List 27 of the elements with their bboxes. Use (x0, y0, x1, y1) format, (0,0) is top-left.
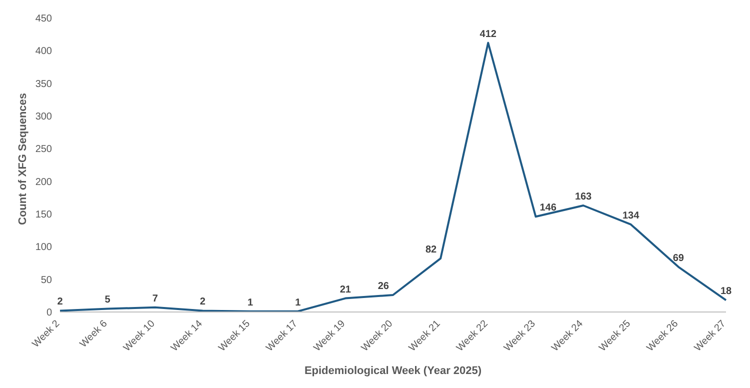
data-label: 2 (200, 296, 206, 308)
y-tick-label: 400 (35, 46, 52, 58)
data-label: 134 (622, 210, 640, 222)
data-label: 21 (340, 284, 352, 296)
data-label: 2 (57, 296, 64, 308)
data-label: 146 (540, 202, 557, 214)
y-tick-label: 50 (40, 274, 52, 286)
y-tick-label: 0 (46, 308, 52, 319)
data-label: 1 (248, 297, 254, 308)
y-tick-label: 200 (35, 176, 52, 188)
data-label: 5 (104, 294, 111, 306)
data-label: 18 (720, 286, 732, 298)
y-tick-label: 350 (35, 78, 52, 90)
y-tick-label: 100 (35, 242, 52, 254)
data-label: 82 (425, 244, 438, 256)
y-axis-title: Count of XFG Sequences (16, 92, 29, 225)
data-label: 163 (574, 192, 592, 203)
y-tick-label: 250 (35, 144, 52, 156)
data-label: 69 (672, 252, 684, 264)
y-tick-label: 150 (35, 210, 52, 221)
data-label: 1 (295, 297, 302, 308)
data-label: 412 (480, 28, 497, 40)
data-label: 7 (152, 293, 158, 304)
y-tick-label: 450 (35, 14, 52, 25)
y-tick-label: 300 (35, 112, 52, 123)
data-label: 26 (378, 281, 390, 292)
x-axis-title: Epidemiological Week (Year 2025) (304, 365, 482, 377)
